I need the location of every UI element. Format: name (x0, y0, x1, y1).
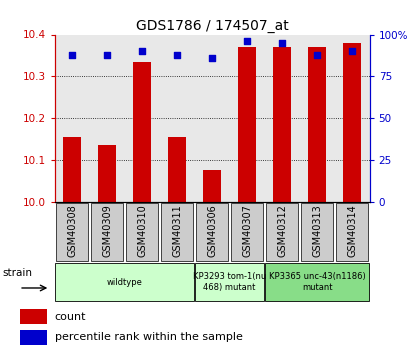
Text: wildtype: wildtype (107, 277, 142, 287)
FancyBboxPatch shape (231, 203, 263, 261)
FancyBboxPatch shape (161, 203, 193, 261)
Text: KP3293 tom-1(nu
468) mutant: KP3293 tom-1(nu 468) mutant (193, 272, 266, 292)
Point (279, 40, 286, 46)
FancyBboxPatch shape (336, 203, 368, 261)
FancyBboxPatch shape (266, 203, 298, 261)
Text: GSM40306: GSM40306 (207, 205, 217, 257)
Bar (63, 137, 81, 202)
Bar (273, 47, 291, 202)
Text: GSM40308: GSM40308 (67, 205, 77, 257)
Point (69, 52, 76, 57)
Text: KP3365 unc-43(n1186)
mutant: KP3365 unc-43(n1186) mutant (269, 272, 365, 292)
Text: GSM40314: GSM40314 (347, 205, 357, 257)
Point (139, 49, 145, 54)
Bar (203, 170, 221, 202)
Point (209, 55, 215, 61)
Text: GSM40307: GSM40307 (242, 204, 252, 257)
Text: percentile rank within the sample: percentile rank within the sample (55, 333, 243, 342)
Title: GDS1786 / 174507_at: GDS1786 / 174507_at (136, 19, 289, 33)
Bar (134, 62, 151, 202)
Text: GSM40313: GSM40313 (312, 205, 322, 257)
Text: count: count (55, 312, 86, 322)
FancyBboxPatch shape (265, 263, 369, 301)
Text: GSM40309: GSM40309 (102, 205, 112, 257)
Bar (98, 145, 116, 202)
FancyBboxPatch shape (197, 203, 228, 261)
Bar (344, 43, 361, 202)
Point (349, 49, 355, 54)
Point (104, 52, 110, 57)
Point (174, 52, 181, 57)
Text: strain: strain (3, 268, 33, 278)
Bar (168, 137, 186, 202)
Bar (21, 330, 47, 345)
Text: GSM40312: GSM40312 (277, 204, 287, 257)
FancyBboxPatch shape (195, 263, 264, 301)
FancyBboxPatch shape (56, 203, 88, 261)
Bar (239, 47, 256, 202)
FancyBboxPatch shape (126, 203, 158, 261)
FancyBboxPatch shape (302, 203, 333, 261)
FancyBboxPatch shape (55, 263, 194, 301)
Point (314, 52, 320, 57)
Text: GSM40310: GSM40310 (137, 205, 147, 257)
Bar (308, 47, 326, 202)
Point (244, 38, 250, 44)
Bar (21, 309, 47, 324)
Text: GSM40311: GSM40311 (172, 205, 182, 257)
FancyBboxPatch shape (92, 203, 123, 261)
